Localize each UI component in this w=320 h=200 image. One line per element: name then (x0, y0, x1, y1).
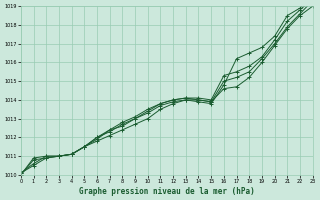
X-axis label: Graphe pression niveau de la mer (hPa): Graphe pression niveau de la mer (hPa) (79, 187, 255, 196)
